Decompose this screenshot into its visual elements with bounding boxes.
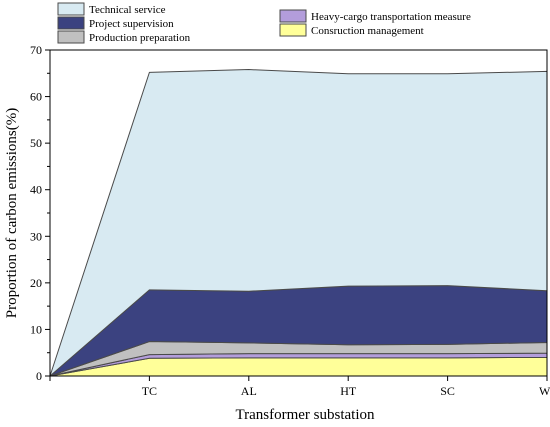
x-tick-label: WJ: [539, 384, 550, 398]
legend-label: Technical service: [89, 4, 166, 16]
legend-swatch: [279, 23, 307, 37]
y-tick-label: 30: [30, 229, 42, 243]
legend-label: Consruction management: [311, 25, 424, 37]
y-tick-label: 20: [30, 276, 42, 290]
y-axis-title: Proportion of carbon emissions(%): [4, 108, 20, 318]
x-tick-label: SC: [440, 384, 455, 398]
y-tick-label: 10: [30, 322, 42, 336]
legend-swatch: [279, 9, 307, 23]
legend-label: Heavy-cargo transportation measure: [311, 11, 471, 23]
x-tick-label: AL: [241, 384, 257, 398]
legend-swatch: [57, 16, 85, 30]
legend-swatch: [57, 30, 85, 44]
x-tick-label: TC: [142, 384, 157, 398]
plot-areas: [49, 69, 548, 377]
legend-label: Production preparation: [89, 32, 191, 44]
y-axis: 0 10 20 30 40 50 60 70: [30, 43, 50, 383]
y-tick-label: 60: [30, 90, 42, 104]
y-tick-label: 40: [30, 183, 42, 197]
legend: Technical service Project supervision Prod…: [57, 2, 471, 44]
x-axis: TC AL HT SC WJ: [49, 376, 550, 398]
legend-label: Project supervision: [89, 18, 174, 30]
x-tick-label: HT: [340, 384, 357, 398]
y-tick-label: 50: [30, 136, 42, 150]
y-tick-label: 70: [30, 43, 42, 57]
x-axis-title: Transformer substation: [235, 407, 375, 423]
legend-swatch: [57, 2, 85, 16]
y-tick-label: 0: [36, 369, 42, 383]
